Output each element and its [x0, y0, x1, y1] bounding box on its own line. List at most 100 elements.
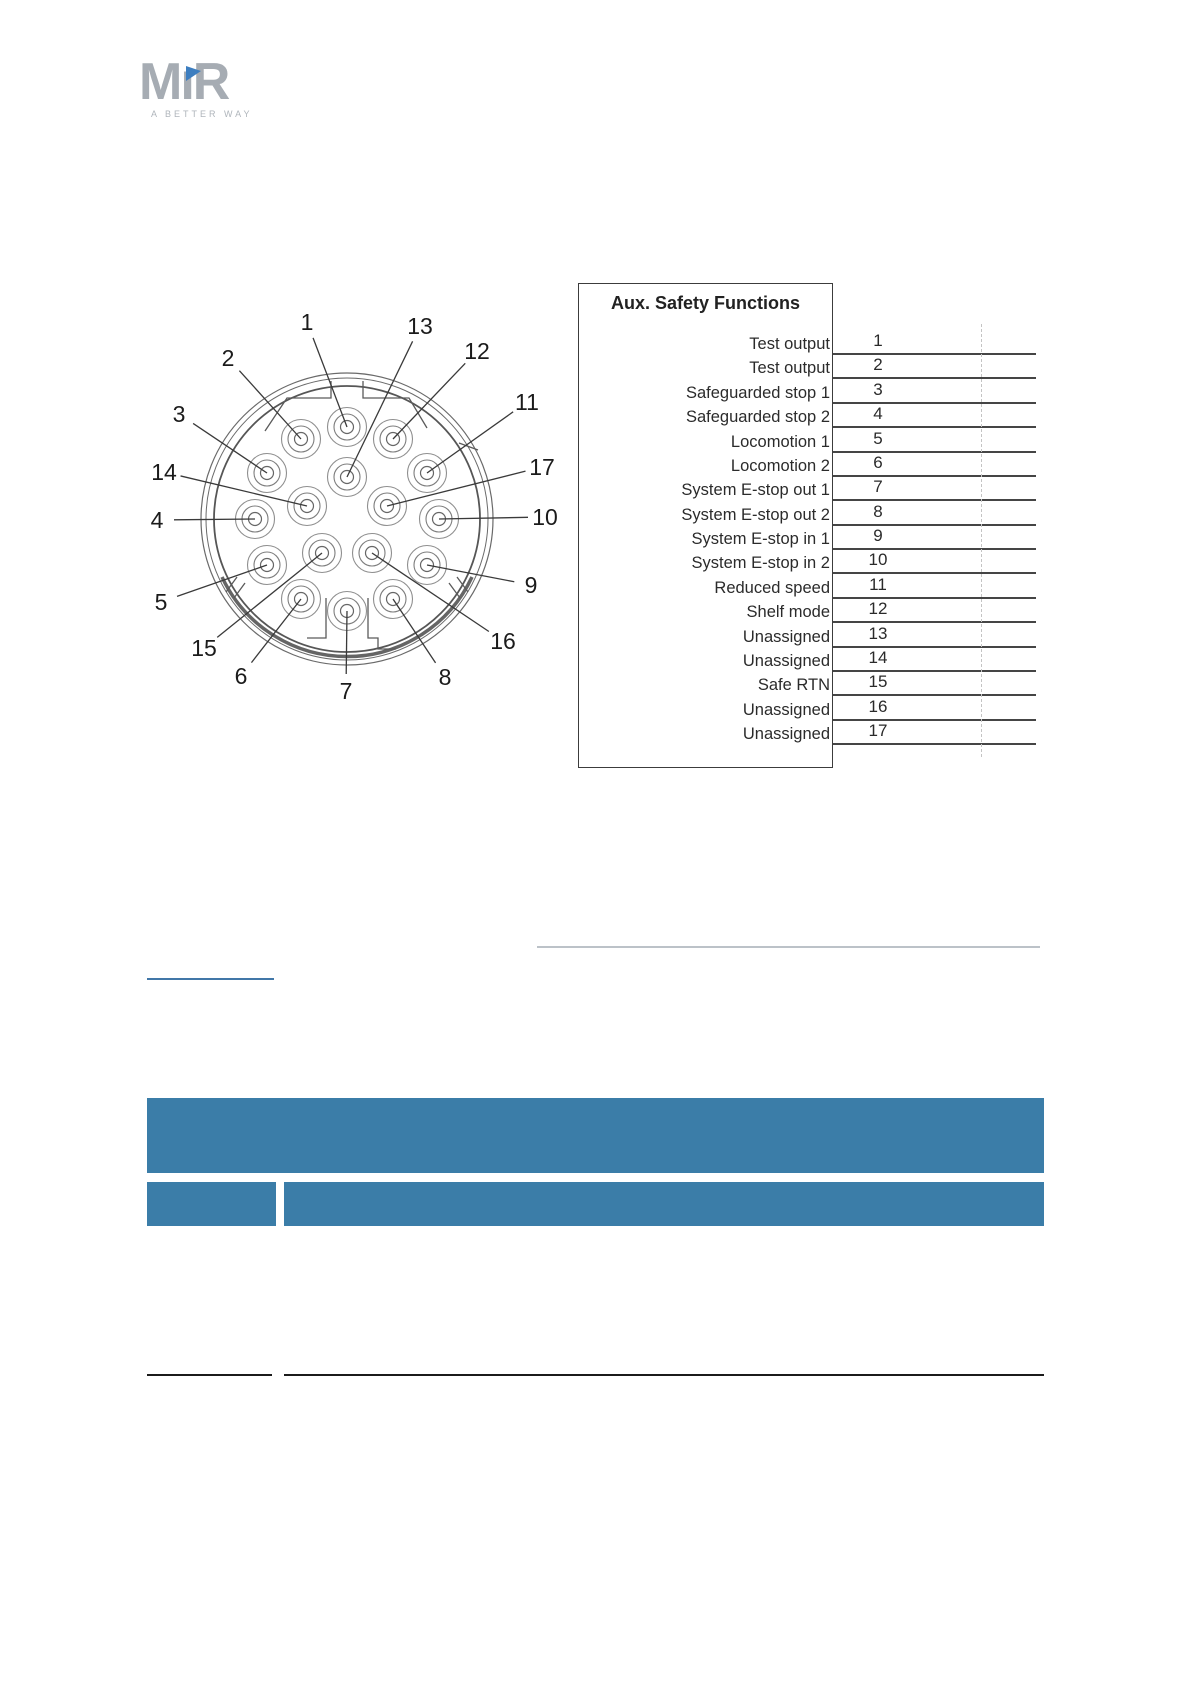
pin-function-label: Shelf mode	[746, 603, 830, 622]
wire-pin-number: 7	[873, 477, 883, 497]
wire-pin-number: 5	[873, 428, 883, 448]
wire-pin-number: 10	[868, 550, 888, 570]
wire-pin-number: 17	[868, 721, 888, 741]
hyperlink-underline[interactable]	[147, 978, 274, 980]
wire-line	[833, 426, 1036, 429]
connector-pin-label: 14	[151, 459, 177, 485]
connector-pin-label: 6	[235, 663, 248, 689]
connector-pin-label: 1	[301, 309, 314, 335]
connector-pin-label: 4	[151, 507, 164, 533]
pin-function-label: Unassigned	[742, 627, 830, 646]
logo-letter-m: M	[139, 53, 182, 111]
connector-leader-line	[371, 552, 490, 633]
mir-logo: MıR A BETTER WAY	[139, 56, 259, 126]
connector-pin	[280, 418, 322, 460]
connector-leader-line	[176, 564, 268, 598]
wire-pin-number: 3	[873, 379, 883, 399]
connector-leader-line	[426, 411, 514, 474]
footer-rule-right	[284, 1374, 1044, 1376]
wire-pin-number: 12	[868, 599, 888, 619]
connector-keyways	[225, 381, 479, 650]
wire-pin-number: 16	[868, 696, 888, 716]
connector-pin-label: 9	[525, 572, 538, 598]
wire-line	[833, 474, 1036, 477]
pin-function-label: Locomotion 1	[730, 432, 830, 451]
wire-line	[833, 596, 1036, 599]
logo-tagline: A BETTER WAY	[151, 109, 253, 119]
footer-rule-left	[147, 1374, 272, 1376]
logo-triangle-icon	[186, 66, 201, 81]
connector-leader-line	[173, 518, 256, 521]
pin-function-label: System E-stop out 1	[681, 481, 830, 500]
pin-function-label: Safe RTN	[757, 676, 830, 695]
pin-function-label: System E-stop out 2	[681, 505, 830, 524]
connector-leader-line	[392, 362, 466, 440]
connector-pin	[301, 532, 343, 574]
pin-function-label: Unassigned	[742, 700, 830, 719]
connector-leader-line	[346, 341, 414, 478]
connector-pin	[406, 544, 448, 586]
pin-function-label: Locomotion 2	[730, 456, 830, 475]
connector-pin	[246, 544, 288, 586]
connector-pin	[326, 406, 368, 448]
wire-pin-number: 13	[868, 623, 888, 643]
connector-pin-label: 13	[407, 313, 433, 339]
connector-pin	[286, 485, 328, 527]
wire-pin-number: 4	[873, 404, 883, 424]
connector-pin-label: 8	[439, 664, 452, 690]
pin-function-label: Test output	[749, 359, 830, 378]
pin-function-label: Unassigned	[742, 725, 830, 744]
connector-leader-line	[216, 552, 323, 638]
connector-leader-line	[312, 337, 348, 428]
section-divider-rule	[537, 946, 1040, 948]
table-cell-band-left	[147, 1182, 276, 1226]
pin-function-label: Safeguarded stop 1	[685, 383, 830, 402]
connector-pin	[280, 578, 322, 620]
connector-pin-label: 11	[515, 389, 539, 415]
connector-pin-label: 2	[222, 345, 235, 371]
connector-leader-line	[192, 422, 268, 474]
wire-line	[833, 621, 1036, 624]
connector-leader-line	[238, 370, 302, 440]
wire-line	[833, 401, 1036, 404]
wire-line	[833, 499, 1036, 502]
wire-line	[833, 572, 1036, 575]
connector-pin-label: 17	[529, 454, 555, 480]
wire-pin-number: 15	[868, 672, 888, 692]
connector-pin	[406, 452, 448, 494]
connector-leader-line	[386, 470, 526, 507]
pin-function-label: System E-stop in 1	[691, 530, 830, 549]
wire-line	[833, 694, 1036, 697]
wire-pin-number: 6	[873, 452, 883, 472]
pin-function-label: Unassigned	[742, 651, 830, 670]
connector-pin	[326, 456, 368, 498]
table-cell-band-right	[284, 1182, 1044, 1226]
wire-line	[833, 450, 1036, 453]
connector-pin-label: 5	[155, 589, 168, 615]
wire-pin-number: 2	[873, 355, 883, 375]
wire-line	[833, 353, 1036, 355]
connector-pin	[366, 485, 408, 527]
pin-function-label: Test output	[749, 335, 830, 353]
connector-pin-label: 15	[191, 635, 217, 661]
wire-pin-number: 8	[873, 501, 883, 521]
connector-leader-line	[438, 516, 529, 520]
connector-pin	[246, 452, 288, 494]
aux-safety-functions-box: Aux. Safety Functions	[578, 283, 833, 768]
wire-line	[833, 377, 1036, 380]
connector-pin-label: 12	[464, 338, 490, 364]
wire-line	[833, 743, 1036, 746]
wire-line	[833, 718, 1036, 721]
pin-function-label: Reduced speed	[714, 578, 830, 597]
table-header-band	[147, 1098, 1044, 1173]
wire-line	[833, 669, 1036, 672]
wire-pin-number: 11	[869, 574, 887, 594]
wire-pin-number: 9	[873, 526, 883, 546]
connector-pin	[372, 578, 414, 620]
connector-pin-label: 10	[532, 504, 558, 530]
connector-leader-line	[345, 610, 348, 675]
connector-leader-line	[250, 598, 302, 663]
connector-leader-line	[426, 564, 515, 583]
connector-pin	[351, 532, 393, 574]
